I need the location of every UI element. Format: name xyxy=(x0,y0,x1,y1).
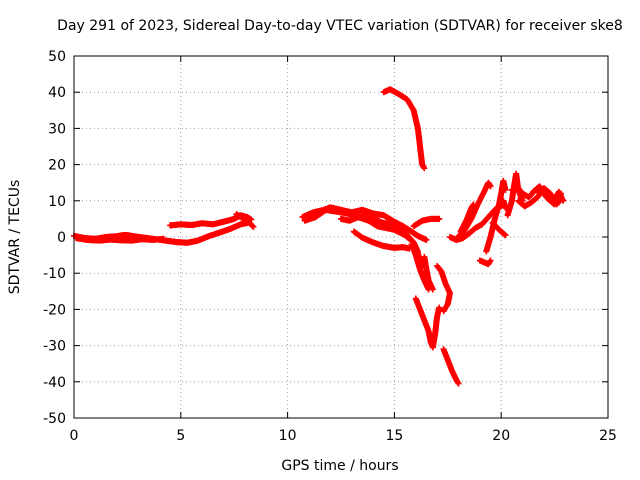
y-tick-label: 10 xyxy=(48,194,66,210)
y-tick-label: 50 xyxy=(48,49,66,65)
y-tick-label: 0 xyxy=(57,230,66,246)
data-track xyxy=(504,170,526,219)
data-track xyxy=(421,253,436,293)
data-track xyxy=(350,228,413,252)
x-tick-label: 5 xyxy=(176,428,185,444)
data-point-marker xyxy=(455,380,462,387)
x-tick-label: 25 xyxy=(599,428,617,444)
data-track xyxy=(380,86,428,172)
data-point-marker xyxy=(436,304,443,311)
data-point-marker xyxy=(160,235,167,242)
x-axis-label: GPS time / hours xyxy=(281,458,398,474)
data-point-marker xyxy=(470,201,477,208)
data-point-marker xyxy=(250,223,257,230)
data-point-marker xyxy=(487,257,494,264)
y-tick-label: 20 xyxy=(48,158,66,174)
data-point-marker xyxy=(423,236,430,243)
y-tick-label: -10 xyxy=(43,266,66,282)
y-tick-label: -50 xyxy=(43,411,66,427)
data-track xyxy=(457,201,477,235)
data-point-marker xyxy=(429,286,436,293)
y-tick-label: -30 xyxy=(43,339,66,355)
data-track xyxy=(412,295,443,351)
y-tick-label: -40 xyxy=(43,375,66,391)
data-point-marker xyxy=(440,308,447,315)
data-track xyxy=(73,235,167,244)
x-tick-label: 20 xyxy=(492,428,510,444)
x-tick-label: 10 xyxy=(279,428,297,444)
y-axis-label: SDTVAR / TECUs xyxy=(7,180,23,295)
y-tick-label: 40 xyxy=(48,85,66,101)
data-track xyxy=(410,215,443,230)
y-tick-label: -20 xyxy=(43,302,66,318)
data-point-marker xyxy=(560,197,567,204)
data-point-marker xyxy=(502,232,509,239)
data-point-marker xyxy=(421,165,428,172)
data-point-marker xyxy=(436,215,443,222)
axis-ticks: 0 5 10 15 20 25 -50 -40 -30 -20 -10 0 10 20 30 40 50 xyxy=(43,49,617,444)
data-track xyxy=(233,211,257,230)
x-tick-label: 15 xyxy=(385,428,403,444)
chart-title: Day 291 of 2023, Sidereal Day-to-day VTE… xyxy=(57,18,623,34)
x-tick-label: 0 xyxy=(70,428,79,444)
data-track xyxy=(476,257,494,268)
data-track xyxy=(498,197,509,212)
data-track xyxy=(440,346,462,387)
data-point-marker xyxy=(487,183,494,190)
data-point-marker xyxy=(502,186,509,193)
data-track xyxy=(453,179,494,242)
data-track xyxy=(434,262,453,315)
data-points xyxy=(71,86,567,387)
plot-frame xyxy=(73,55,609,419)
data-track xyxy=(408,241,432,293)
data-track xyxy=(530,183,567,206)
data-track xyxy=(489,219,509,239)
y-tick-label: 30 xyxy=(48,121,66,137)
